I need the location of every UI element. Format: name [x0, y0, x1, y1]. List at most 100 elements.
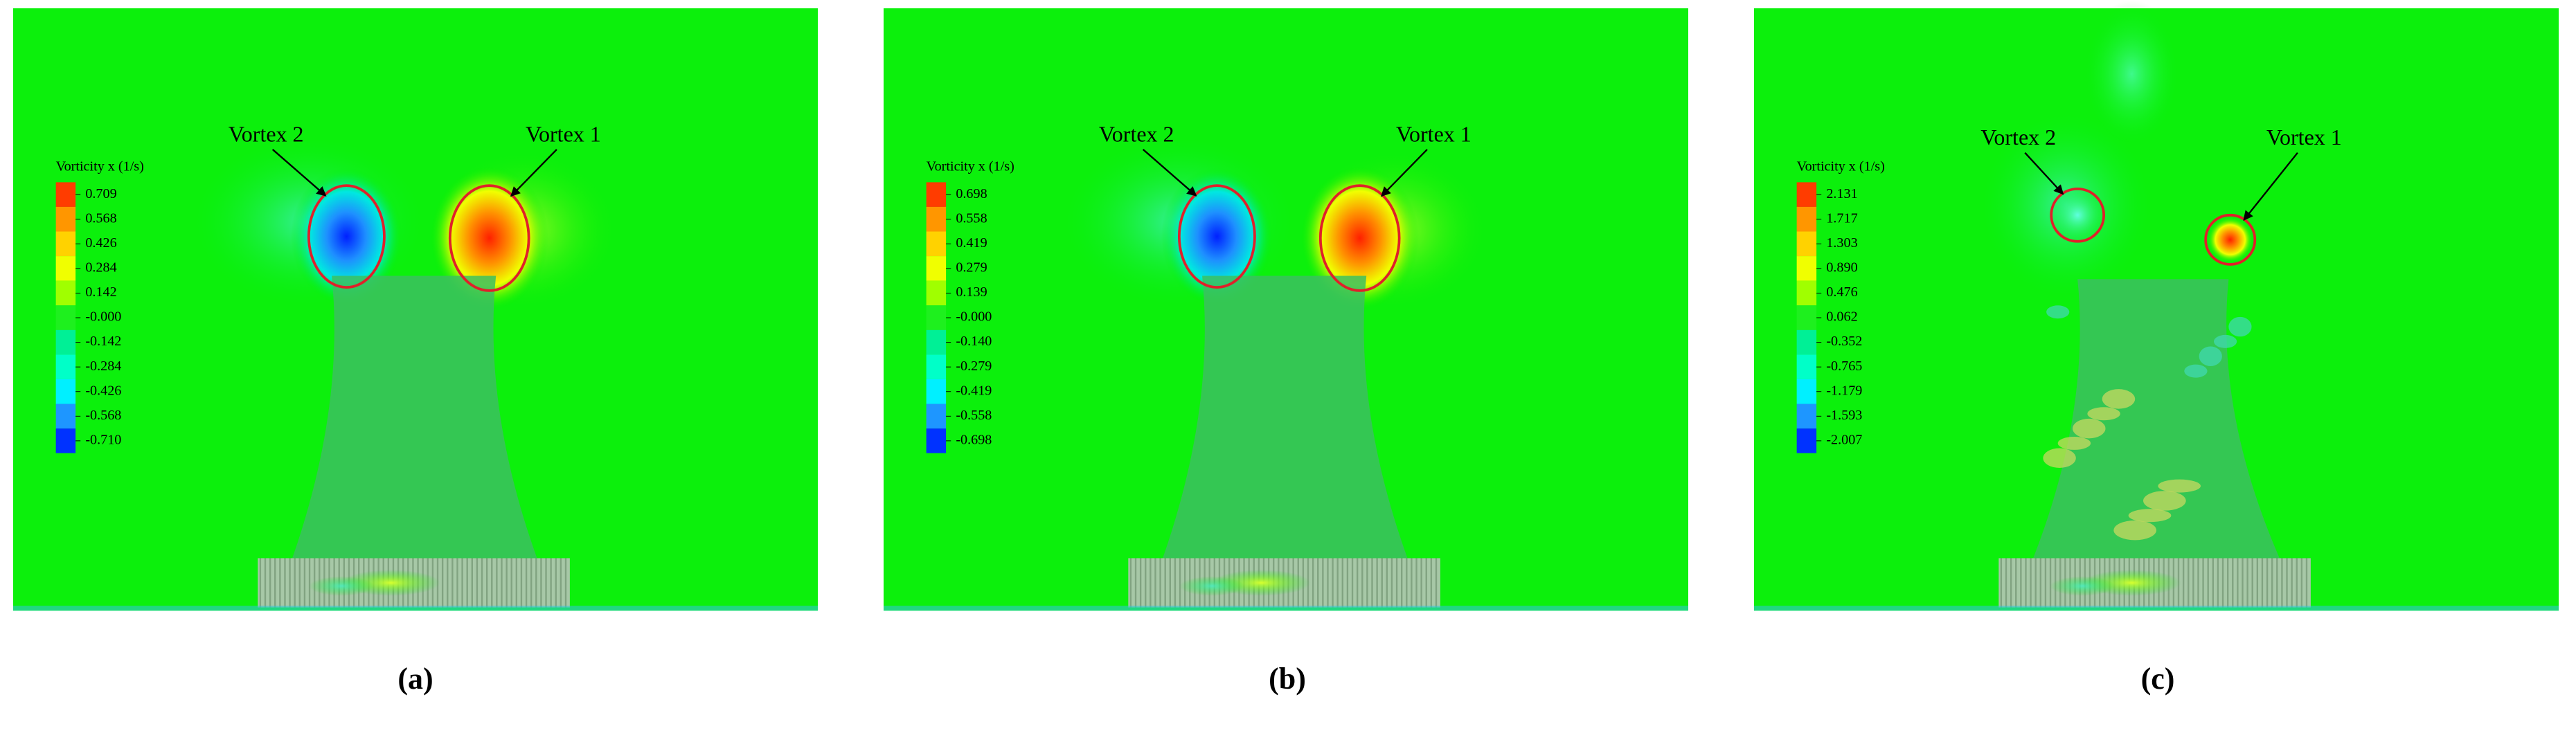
colorbar-tick-label: 1.717: [1826, 210, 1857, 226]
colorbar-title: Vorticity x (1/s): [56, 159, 144, 174]
colorbar-tick-label: 2.131: [1826, 186, 1857, 201]
vortex-outline: [1318, 184, 1401, 292]
colorbar-tick-label: -0.710: [85, 432, 121, 447]
colorbar-swatch: [55, 206, 76, 232]
colorbar-tick-label: -0.558: [956, 408, 992, 423]
annotation-arrow: [271, 149, 327, 197]
cooling-tower: [1163, 275, 1408, 559]
annotation-arrow: [1142, 149, 1197, 197]
colorbar-swatch: [55, 379, 76, 404]
surface-patch: [2043, 448, 2076, 468]
annotation-arrow: [1381, 149, 1428, 197]
colorbar-tick-label: -0.284: [85, 359, 121, 374]
colorbar-swatch: [926, 206, 947, 232]
colorbar-swatch: [1796, 280, 1817, 306]
annotation-arrow: [510, 149, 557, 197]
colorbar-tick-label: -1.179: [1826, 383, 1862, 398]
surface-patch: [2228, 316, 2252, 337]
colorbar-title: Vorticity x (1/s): [927, 159, 1014, 174]
surface-patch: [2087, 407, 2120, 421]
colorbar-tick-label: -0.000: [85, 309, 121, 325]
plume-halo: [2082, 0, 2181, 148]
surface-patch: [2184, 364, 2208, 378]
colorbar-swatch: [55, 354, 76, 379]
colorbar-tick-label: -0.142: [85, 334, 121, 349]
colorbar-tick-label: 0.139: [956, 284, 987, 300]
colorbar-tick-label: -0.568: [85, 408, 121, 423]
colorbar-swatch: [926, 280, 947, 306]
colorbar-tick-label: -0.765: [1826, 359, 1862, 374]
colorbar-swatch: [55, 329, 76, 355]
vortex-outline: [307, 184, 386, 289]
colorbar-swatch: [926, 404, 947, 429]
colorbar-swatch: [926, 354, 947, 379]
base-flow: [308, 576, 375, 596]
colorbar-swatch: [1796, 182, 1817, 207]
vortex-label: Vortex 1: [526, 121, 601, 146]
colorbar-tick-label: -0.352: [1826, 334, 1862, 349]
colorbar-tick-label: -0.419: [956, 383, 992, 398]
colorbar-swatch: [1796, 404, 1817, 429]
colorbar-tick-label: 0.419: [956, 235, 987, 251]
colorbar-swatch: [926, 305, 947, 330]
cooling-tower: [292, 275, 537, 559]
vortex-core: [2048, 185, 2107, 245]
vortex-label: Vortex 1: [2266, 125, 2342, 150]
annotation-arrow: [2243, 152, 2298, 221]
colorbar-tick-label: -1.593: [1826, 408, 1862, 423]
colorbar-swatch: [926, 182, 947, 207]
colorbar-swatch: [55, 256, 76, 281]
panel-label: (b): [1269, 662, 1306, 696]
colorbar-tick-label: 0.568: [85, 210, 116, 226]
base-flow: [1179, 576, 1245, 596]
colorbar-title: Vorticity x (1/s): [1797, 159, 1885, 174]
colorbar-tick-label: 0.284: [85, 260, 116, 275]
surface-patch: [2057, 436, 2091, 450]
contour-panel: Vorticity x (1/s) 0.709 0.568 0.426 0.284 0.1…: [13, 8, 818, 611]
surface-patch: [2128, 509, 2172, 523]
colorbar-swatch: [55, 182, 76, 207]
surface-patch: [2143, 491, 2186, 511]
contour-panel: Vorticity x (1/s) 0.698 0.558 0.419 0.279 0.1…: [884, 8, 1688, 611]
surface-patch: [2113, 520, 2156, 541]
colorbar-tick-label: -0.426: [85, 383, 121, 398]
colorbar-swatch: [55, 280, 76, 306]
annotation-arrow: [2024, 152, 2064, 195]
colorbar-swatch: [926, 428, 947, 453]
panel-label: (c): [2141, 662, 2175, 696]
colorbar-tick-label: -2.007: [1826, 432, 1862, 447]
colorbar-swatch: [55, 428, 76, 453]
ground-strip: [13, 606, 818, 611]
colorbar-tick-label: 0.890: [1826, 260, 1857, 275]
vortex-core: [2207, 217, 2253, 263]
ground-strip: [1754, 606, 2559, 611]
colorbar-swatch: [926, 329, 947, 355]
colorbar-tick-label: 1.303: [1826, 235, 1857, 251]
vortex-label: Vortex 1: [1396, 121, 1472, 146]
colorbar-swatch: [1796, 305, 1817, 330]
vortex-outline: [1177, 184, 1256, 289]
vortex-outline: [2204, 213, 2257, 266]
colorbar-tick-label: -0.698: [956, 432, 992, 447]
colorbar-swatch: [926, 231, 947, 257]
colorbar-swatch: [55, 404, 76, 429]
colorbar-tick-label: -0.000: [956, 309, 992, 325]
colorbar-swatch: [1796, 428, 1817, 453]
colorbar-swatch: [1796, 354, 1817, 379]
panel-label: (a): [397, 662, 433, 696]
colorbar-tick-label: 0.062: [1826, 309, 1857, 325]
colorbar-tick-label: 0.698: [956, 186, 987, 201]
vortex-outline: [448, 184, 530, 292]
colorbar-tick-label: 0.426: [85, 235, 116, 251]
surface-patch: [2158, 479, 2201, 493]
surface-patch: [2214, 334, 2237, 348]
vortex-label: Vortex 2: [1099, 121, 1174, 146]
vortex-outline: [2050, 187, 2106, 243]
colorbar-swatch: [55, 231, 76, 257]
colorbar-tick-label: -0.279: [956, 359, 992, 374]
surface-patch: [2046, 305, 2070, 319]
colorbar-swatch: [926, 256, 947, 281]
colorbar-tick-label: 0.142: [85, 284, 116, 300]
colorbar-swatch: [926, 379, 947, 404]
